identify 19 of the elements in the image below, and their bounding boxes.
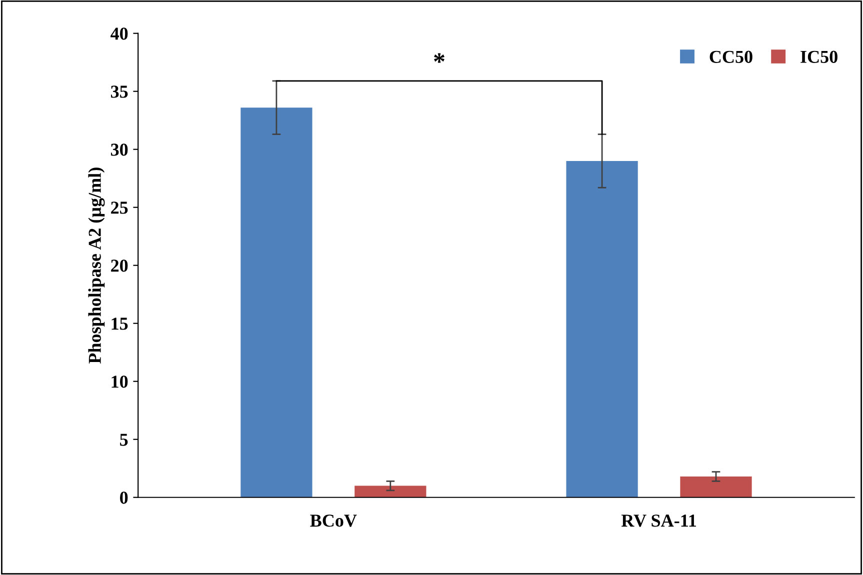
y-tick-label: 15	[112, 318, 128, 330]
annotation: *	[434, 53, 444, 63]
legend-label: IC50	[800, 50, 838, 63]
bar	[680, 476, 752, 498]
y-tick-label: 35	[110, 86, 128, 98]
bar	[566, 160, 638, 498]
y-tick-label: 25	[111, 202, 128, 214]
x-tick-label: BCoV	[310, 514, 357, 527]
y-axis-title: Phospholipase A2 (µg/ml)	[88, 168, 105, 364]
y-tick-label: 0	[120, 492, 128, 504]
bar	[240, 108, 312, 498]
y-tick-label: 5	[120, 434, 128, 446]
legend-label: CC50	[710, 50, 752, 63]
y-tick-label: 40	[110, 28, 128, 40]
y-tick-label: 20	[111, 260, 128, 272]
y-tick-label: 30	[110, 144, 128, 156]
bar	[354, 486, 426, 498]
y-tick-label: 10	[112, 376, 128, 388]
x-tick-label: RV SA-11	[621, 514, 696, 527]
